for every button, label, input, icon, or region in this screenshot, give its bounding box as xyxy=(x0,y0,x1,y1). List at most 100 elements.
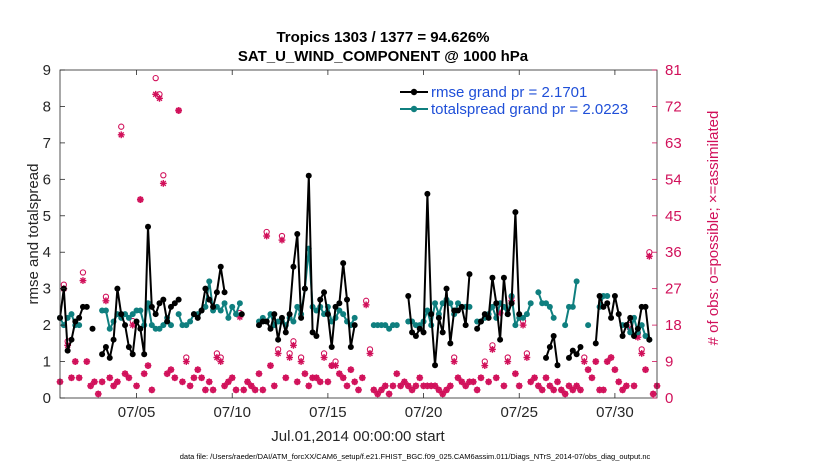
obs-assimilated-marker xyxy=(485,378,493,386)
obs-assimilated-marker xyxy=(385,390,393,398)
rmse-point xyxy=(294,231,301,237)
rmse-point xyxy=(175,296,182,303)
legend-spread-label: totalspread grand pr = 2.0223 xyxy=(431,101,628,118)
rmse-point xyxy=(447,340,454,347)
rmse-point xyxy=(145,223,152,230)
totalspread-point xyxy=(351,314,358,321)
totalspread-point xyxy=(527,300,534,307)
rmse-point xyxy=(89,325,96,332)
obs-assimilated-marker xyxy=(286,354,294,361)
totalspread-point xyxy=(167,322,174,329)
totalspread-point xyxy=(106,325,113,332)
totalspread-point xyxy=(294,303,301,310)
rmse-point xyxy=(298,314,305,321)
rmse-point xyxy=(344,296,351,303)
y-right-tick-label: 54 xyxy=(665,171,682,188)
rmse-point xyxy=(554,362,561,369)
rmse-point xyxy=(592,340,599,347)
rmse-point xyxy=(213,289,220,296)
obs-assimilated-marker xyxy=(94,390,102,398)
rmse-point xyxy=(646,336,653,343)
y-right-tick-label: 27 xyxy=(665,281,682,298)
totalspread-point xyxy=(129,311,136,318)
rmse-point xyxy=(171,300,178,307)
rmse-point xyxy=(256,322,262,329)
obs-assimilated-marker xyxy=(489,346,496,353)
obs-assimilated-marker xyxy=(297,358,305,365)
totalspread-point xyxy=(76,322,83,329)
obs-assimilated-marker xyxy=(316,378,324,386)
rmse-point xyxy=(286,311,293,318)
rmse-point xyxy=(619,333,626,340)
obs-assimilated-marker xyxy=(68,374,75,382)
obs-assimilated-marker xyxy=(588,374,596,382)
x-tick-label: 07/10 xyxy=(213,404,251,421)
rmse-point xyxy=(485,314,492,321)
totalspread-point xyxy=(520,314,527,321)
rmse-point xyxy=(462,322,469,329)
obs-assimilated-marker xyxy=(355,386,362,394)
rmse-point xyxy=(156,300,163,307)
rmse-point xyxy=(543,354,550,361)
obs-assimilated-marker xyxy=(209,386,217,394)
rmse-point xyxy=(198,307,205,314)
rmse-point xyxy=(210,303,217,310)
rmse-point xyxy=(432,362,439,369)
totalspread-point xyxy=(156,325,163,332)
rmse-point xyxy=(271,311,278,318)
totalspread-point xyxy=(432,300,439,307)
x-axis: 07/05 07/10 07/15 07/20 07/25 07/30 xyxy=(118,70,634,421)
rmse-point xyxy=(263,318,270,325)
totalspread-point xyxy=(225,314,232,321)
obs-assimilated-marker xyxy=(366,350,374,357)
rmse-point xyxy=(328,343,335,350)
rmse-point xyxy=(577,343,584,350)
legend: rmse grand pr = 2.1701 totalspread grand… xyxy=(395,82,643,120)
obs-assimilated-marker xyxy=(144,362,152,370)
rmse-point xyxy=(194,314,201,321)
obs-assimilated-marker xyxy=(202,386,209,394)
rmse-point xyxy=(347,343,354,350)
totalspread-point xyxy=(102,307,109,314)
rmse-point xyxy=(152,311,159,318)
obs-assimilated-marker xyxy=(542,374,550,382)
rmse-point xyxy=(118,311,125,318)
y-tick-label: 1 xyxy=(43,354,51,371)
obs-assimilated-marker xyxy=(217,358,225,365)
rmse-point xyxy=(64,347,71,354)
totalspread-point xyxy=(68,311,75,318)
obs-assimilated-marker xyxy=(224,378,232,386)
obs-assimilated-marker xyxy=(362,301,370,309)
obs-assimilated-marker xyxy=(642,366,649,374)
obs-assimilated-marker xyxy=(339,374,347,382)
rmse-point xyxy=(133,318,140,325)
obs-assimilated-marker xyxy=(512,370,519,378)
totalspread-point xyxy=(386,325,393,332)
obs-assimilated-marker xyxy=(389,382,397,390)
obs-assimilated-marker xyxy=(79,277,87,284)
totalspread-point xyxy=(393,322,400,329)
obs-assimilated-marker xyxy=(71,358,79,365)
totalspread-point xyxy=(340,311,347,318)
rmse-point xyxy=(458,303,465,310)
obs-assimilated-marker xyxy=(133,382,140,390)
obs-assimilated-marker xyxy=(397,382,404,390)
rmse-point xyxy=(317,296,324,303)
rmse-point xyxy=(167,303,174,310)
obs-assimilated-marker xyxy=(324,378,332,386)
y-axis-label: rmse and totalspread xyxy=(25,164,42,305)
x-tick-label: 07/05 xyxy=(118,404,156,421)
obs-assimilated-marker xyxy=(645,252,653,260)
totalspread-point xyxy=(382,322,389,329)
rmse-point xyxy=(409,329,416,336)
rmse-point xyxy=(125,343,132,350)
obs-assimilated-marker xyxy=(91,378,98,386)
obs-assimilated-marker xyxy=(293,378,301,386)
totalspread-point xyxy=(512,322,519,329)
rmse-point xyxy=(512,209,519,216)
legend-rmse-label: rmse grand pr = 2.1701 xyxy=(431,84,587,101)
obs-assimilated-marker xyxy=(519,321,527,329)
rmse-point xyxy=(336,300,343,307)
y-tick-label: 4 xyxy=(43,244,51,261)
rmse-point xyxy=(106,354,113,361)
